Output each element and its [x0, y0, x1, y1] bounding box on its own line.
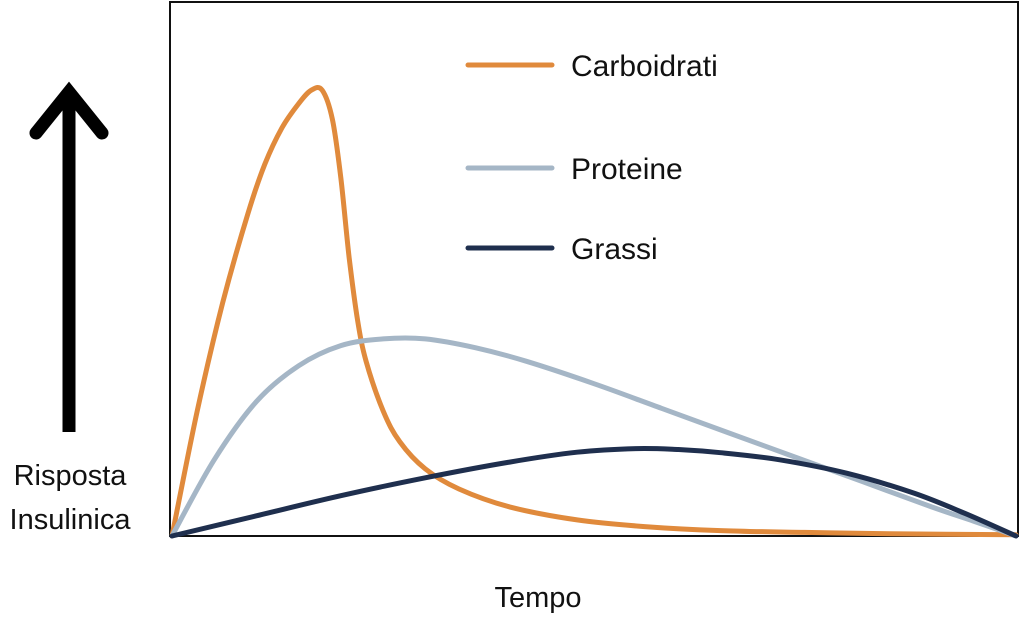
legend: Carboidrati Proteine Grassi	[465, 50, 718, 266]
legend-label-proteine: Proteine	[571, 153, 683, 186]
plot-frame	[169, 1, 1019, 537]
series-line-carboidrati	[169, 85, 1019, 539]
y-axis-label-line-2: Insulinica	[10, 504, 132, 536]
series-layer	[169, 85, 1019, 539]
legend-label-grassi: Grassi	[571, 233, 658, 266]
y-axis-arrow	[29, 81, 109, 432]
series-line-proteine	[169, 335, 1019, 539]
x-axis-label: Tempo	[494, 582, 581, 614]
series-line-grassi	[169, 445, 1019, 539]
legend-label-carboidrati: Carboidrati	[571, 50, 718, 83]
y-axis-label-line-1: Risposta	[14, 460, 128, 492]
